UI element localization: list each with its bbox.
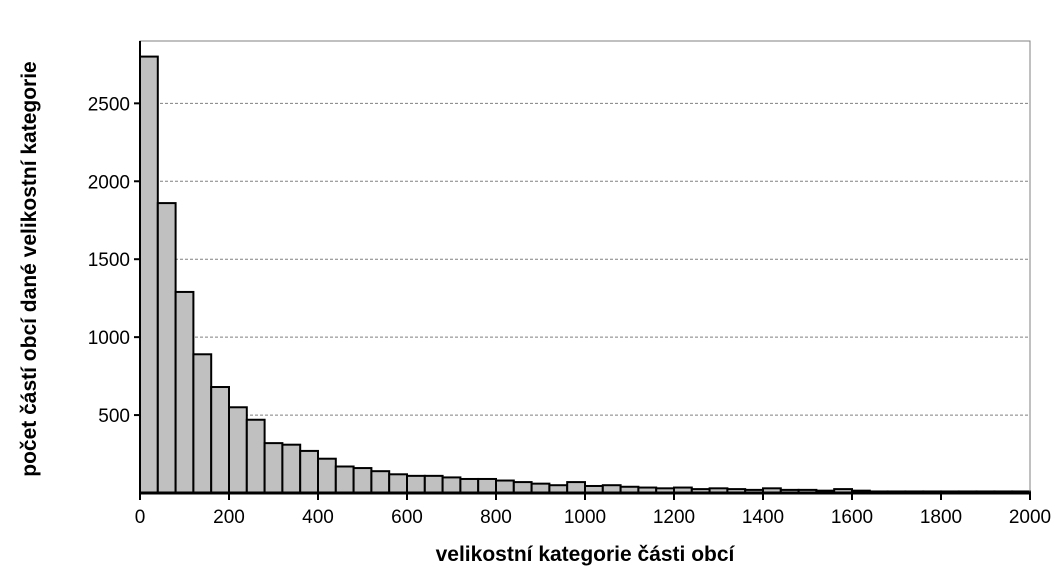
histogram-bar [441,476,462,494]
histogram-bar [245,418,266,495]
y-tick-label: 1000 [88,328,130,349]
y-tick-label: 1500 [88,250,130,271]
x-tick-label: 800 [480,507,512,528]
axes [139,41,1031,495]
y-tick-label: 2500 [88,94,130,115]
x-tick-label: 1400 [742,507,784,528]
y-tick-label: 500 [98,406,130,427]
histogram-bar [566,481,587,495]
x-tick-label: 1600 [831,507,873,528]
histogram-bar [370,470,391,495]
x-tick-label: 1800 [920,507,962,528]
histogram-bar [156,202,177,494]
histogram-bar [299,449,320,494]
gridlines [140,102,1030,416]
x-tick-label: 1000 [564,507,606,528]
x-tick-label: 2000 [1009,507,1051,528]
histogram-bar [423,474,444,494]
histogram-bar [174,290,195,494]
histogram-bar [228,406,248,494]
histogram-bar [459,477,480,494]
histogram-bar [317,457,337,495]
histogram-bar [192,353,213,494]
x-tick-label: 200 [213,507,245,528]
y-axis-title: počet částí obcí dané velikostní kategor… [18,61,41,476]
x-tick-label: 0 [135,507,146,528]
histogram-bar [477,477,498,494]
histogram-bars [139,55,1032,495]
x-tick-label: 1200 [653,507,695,528]
y-tick-label: 2000 [88,172,130,193]
plot-area-frame [139,40,1031,494]
histogram-bar [406,474,426,494]
histogram-bar [210,386,230,494]
x-tick-label: 400 [302,507,334,528]
histogram-bar [263,442,284,495]
histogram-bar [281,443,302,495]
histogram-bar [495,479,515,495]
histogram-bar [388,473,409,494]
histogram-bar [352,467,373,495]
histogram-bar [334,465,355,494]
tick-labels: 0 200 400 600 800 1000 1200 1400 1600 1800 2000 500… [88,94,1051,528]
x-axis-title: velikostní kategorie části obcí [436,543,736,566]
histogram-bar [139,55,159,494]
x-tick-label: 600 [391,507,423,528]
histogram-bar [512,481,533,495]
